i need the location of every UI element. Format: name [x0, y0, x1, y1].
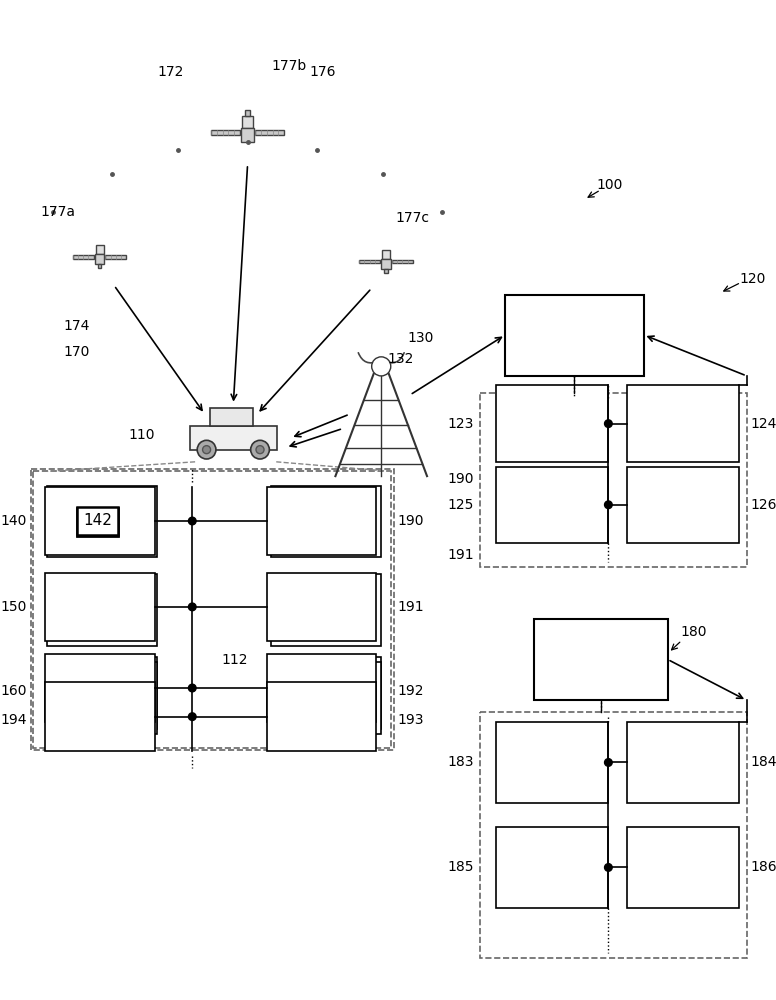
Bar — [190, 426, 277, 450]
Bar — [359, 260, 380, 263]
Text: 191: 191 — [397, 600, 424, 614]
Bar — [98, 264, 102, 268]
Circle shape — [189, 517, 196, 525]
Text: 150: 150 — [1, 600, 27, 614]
Bar — [384, 269, 388, 273]
Bar — [272, 662, 381, 734]
Bar — [505, 295, 643, 376]
Bar — [210, 408, 253, 426]
Bar — [47, 657, 157, 729]
Circle shape — [256, 446, 264, 454]
Bar — [255, 130, 284, 135]
Bar — [33, 471, 391, 748]
Bar — [480, 393, 747, 567]
Text: 170: 170 — [64, 345, 90, 359]
Text: 100: 100 — [596, 178, 622, 192]
Text: 190: 190 — [397, 514, 424, 528]
Circle shape — [605, 864, 612, 871]
Text: 193: 193 — [397, 713, 424, 727]
Bar — [534, 619, 667, 700]
Circle shape — [372, 357, 391, 376]
Text: 112: 112 — [222, 653, 248, 667]
Circle shape — [605, 420, 612, 427]
Bar — [626, 722, 739, 803]
Text: 125: 125 — [448, 498, 474, 512]
Circle shape — [605, 501, 612, 509]
Text: 185: 185 — [447, 860, 474, 874]
Bar — [381, 259, 390, 269]
Bar — [45, 682, 155, 751]
Bar — [626, 827, 739, 908]
Circle shape — [197, 440, 216, 459]
Text: 120: 120 — [739, 272, 765, 286]
Circle shape — [189, 684, 196, 692]
Bar — [496, 385, 608, 462]
Bar — [382, 250, 390, 259]
Text: 192: 192 — [397, 684, 424, 698]
Text: 126: 126 — [750, 498, 776, 512]
Bar — [245, 110, 250, 116]
Text: 183: 183 — [447, 755, 474, 769]
Text: 142: 142 — [83, 513, 113, 528]
Circle shape — [251, 440, 269, 459]
Bar — [267, 654, 376, 722]
Text: 160: 160 — [1, 684, 27, 698]
Bar — [106, 255, 126, 259]
Text: 132: 132 — [388, 352, 414, 366]
Text: 142: 142 — [83, 514, 113, 529]
Bar — [95, 254, 104, 264]
Bar — [211, 130, 240, 135]
Bar — [272, 657, 381, 729]
Text: 190: 190 — [447, 472, 474, 486]
Text: 184: 184 — [750, 755, 776, 769]
Text: 172: 172 — [158, 65, 184, 79]
Text: 174: 174 — [64, 319, 90, 333]
Circle shape — [605, 759, 612, 766]
Text: 194: 194 — [1, 713, 27, 727]
Text: 130: 130 — [407, 331, 433, 345]
Bar — [496, 467, 608, 543]
Bar — [242, 116, 253, 128]
Bar — [47, 662, 157, 734]
Bar — [45, 573, 155, 641]
Bar — [480, 712, 747, 958]
Text: 123: 123 — [448, 417, 474, 431]
Circle shape — [189, 603, 196, 611]
Bar — [95, 245, 103, 254]
Text: 140: 140 — [1, 514, 27, 528]
Bar — [31, 469, 393, 750]
Bar — [626, 385, 739, 462]
Text: 186: 186 — [750, 860, 776, 874]
Text: 176: 176 — [310, 65, 336, 79]
Bar — [267, 682, 376, 751]
Circle shape — [189, 713, 196, 720]
Bar — [45, 487, 155, 555]
Text: 191: 191 — [447, 548, 474, 562]
Bar — [73, 255, 94, 259]
Bar — [496, 722, 608, 803]
Bar — [496, 827, 608, 908]
Bar — [267, 573, 376, 641]
Text: 124: 124 — [750, 417, 776, 431]
Bar — [241, 128, 255, 142]
Text: 180: 180 — [680, 625, 706, 639]
Text: 177c: 177c — [396, 211, 430, 225]
Bar — [267, 487, 376, 555]
Bar — [272, 486, 381, 557]
Text: 177a: 177a — [40, 205, 75, 219]
Circle shape — [203, 446, 210, 454]
Bar — [47, 574, 157, 646]
Bar — [47, 486, 157, 557]
Bar — [392, 260, 413, 263]
Text: 110: 110 — [129, 428, 155, 442]
Bar — [272, 574, 381, 646]
Bar — [45, 654, 155, 722]
Bar — [626, 467, 739, 543]
Text: 177b: 177b — [272, 59, 307, 73]
